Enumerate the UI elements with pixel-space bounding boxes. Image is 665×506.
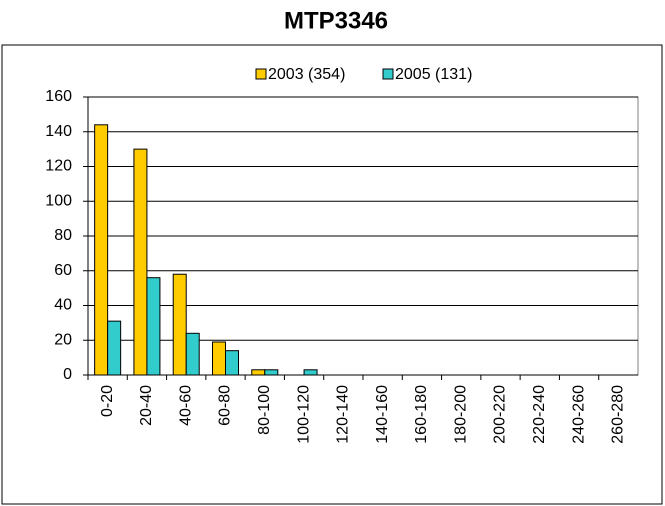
x-tick-label: 20-40: [138, 385, 155, 426]
legend-label: 2003 (354): [268, 66, 345, 83]
bar: [303, 369, 318, 376]
y-tick-label: 20: [54, 331, 72, 348]
y-tick-label: 40: [54, 297, 72, 314]
y-tick-label: 160: [45, 88, 72, 105]
y-tick-label: 100: [45, 192, 72, 209]
bar: [185, 332, 200, 376]
x-tick-label: 240-260: [570, 385, 587, 444]
x-tick-label: 180-200: [452, 385, 469, 444]
bar: [107, 320, 122, 376]
y-tick-label: 0: [63, 366, 72, 383]
x-tick-label: 40-60: [177, 385, 194, 426]
bar: [94, 124, 109, 376]
x-tick-label: 160-180: [413, 385, 430, 444]
x-tick-label: 120-140: [335, 385, 352, 444]
bar: [251, 369, 266, 376]
bar: [133, 148, 148, 376]
bar: [264, 369, 279, 376]
bar: [212, 341, 226, 376]
y-tick-label: 60: [54, 262, 72, 279]
x-tick-label: 200-220: [492, 385, 509, 444]
bar: [146, 277, 161, 376]
x-tick-label: 140-160: [374, 385, 391, 444]
y-tick-label: 120: [45, 158, 72, 175]
legend-label: 2005 (131): [395, 66, 472, 83]
legend-swatch: [382, 68, 394, 80]
bar: [225, 350, 239, 376]
bar: [172, 273, 187, 376]
x-tick-label: 220-240: [531, 385, 548, 444]
y-tick-label: 140: [45, 123, 72, 140]
y-tick-label: 80: [54, 227, 72, 244]
chart-title: MTP3346: [284, 7, 388, 34]
x-tick-label: 0-20: [99, 385, 116, 417]
legend-swatch: [255, 68, 267, 80]
x-tick-label: 100-120: [295, 385, 312, 444]
x-tick-label: 260-280: [610, 385, 627, 444]
x-tick-label: 60-80: [217, 385, 234, 426]
x-tick-label: 80-100: [256, 385, 273, 435]
